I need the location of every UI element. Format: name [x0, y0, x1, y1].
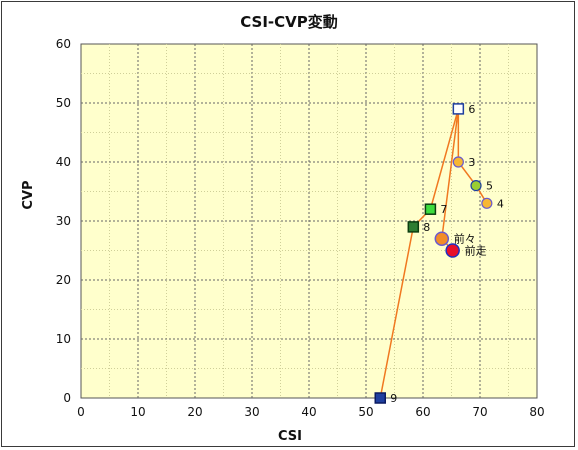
point-label: 3 — [468, 156, 475, 169]
y-tick-label: 10 — [56, 332, 71, 346]
tick-labels: 0 10 20 30 40 50 60 70 80 0 10 20 30 40 50 60 — [56, 37, 545, 419]
data-point-circle — [470, 180, 482, 192]
point-label: 6 — [468, 103, 475, 116]
x-tick-label: 60 — [415, 405, 430, 419]
point-label: 7 — [440, 203, 447, 216]
x-axis-label: CSI — [278, 429, 302, 444]
point-label: 5 — [486, 180, 493, 193]
point-label: 前々 — [454, 232, 476, 246]
y-axis-label: CVP — [21, 180, 36, 209]
data-point-square — [452, 103, 465, 115]
data-points — [374, 103, 493, 404]
x-tick-label: 0 — [77, 405, 85, 419]
y-tick-label: 0 — [63, 391, 71, 405]
x-tick-label: 70 — [472, 405, 487, 419]
x-tick-label: 50 — [358, 405, 373, 419]
data-point-circle-large — [445, 243, 460, 258]
data-point-square — [424, 203, 437, 215]
y-tick-label: 40 — [56, 155, 71, 169]
chart-title: CSI-CVP変動 — [240, 13, 338, 31]
x-tick-label: 20 — [187, 405, 202, 419]
point-label: 8 — [423, 221, 430, 234]
y-tick-label: 50 — [56, 96, 71, 110]
data-point-square — [407, 221, 420, 233]
x-tick-label: 10 — [130, 405, 145, 419]
point-label: 9 — [390, 392, 397, 405]
data-point-circle — [452, 156, 464, 168]
x-tick-label: 40 — [301, 405, 316, 419]
y-tick-label: 30 — [56, 214, 71, 228]
data-point-circle-large — [434, 231, 450, 246]
data-point-circle — [481, 197, 493, 209]
data-point-square — [374, 392, 386, 404]
point-label: 4 — [497, 197, 504, 210]
x-tick-label: 80 — [529, 405, 544, 419]
y-tick-label: 20 — [56, 273, 71, 287]
x-tick-label: 30 — [244, 405, 259, 419]
point-label: 前走 — [465, 244, 487, 258]
y-tick-label: 60 — [56, 37, 71, 51]
